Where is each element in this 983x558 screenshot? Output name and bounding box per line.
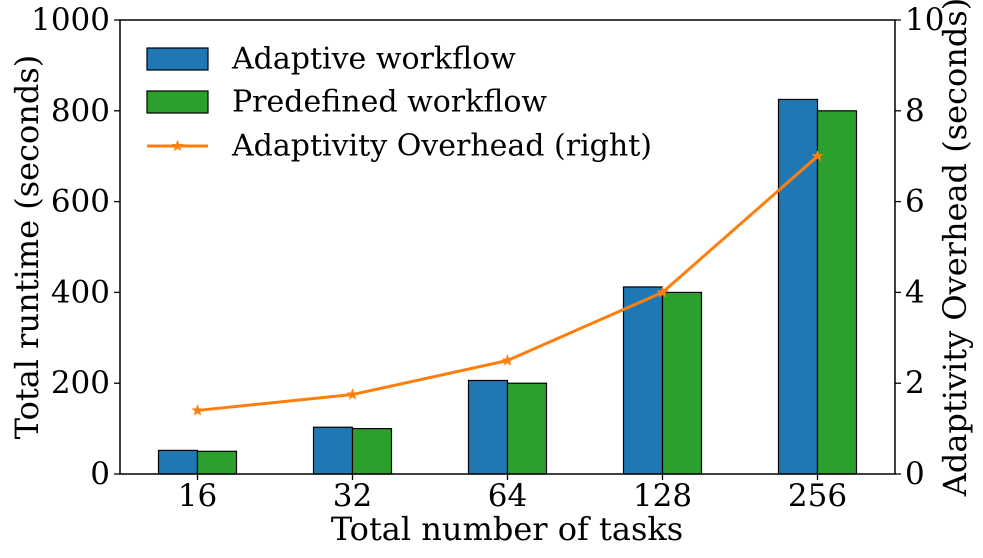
y-right-tick-label-10: 10	[905, 2, 944, 38]
bar-predefined-64	[506, 382, 548, 475]
overhead-point-256	[811, 149, 824, 162]
x-tick-label-32: 32	[333, 478, 372, 514]
y-left-tick-label-200: 200	[51, 365, 110, 401]
bar-predefined-32	[351, 428, 393, 475]
x-axis-ticks: 16 32 64 128 256	[178, 474, 847, 514]
y-right-tick-label-4: 4	[905, 274, 925, 310]
x-tick-label-256: 256	[788, 478, 847, 514]
legend-label-overhead: Adaptivity Overhead (right)	[231, 129, 652, 164]
bar-adaptive-32	[312, 426, 354, 475]
bar-adaptive-256	[777, 98, 819, 475]
y-left-tick-label-400: 400	[51, 274, 110, 310]
bar-predefined-128	[661, 291, 703, 475]
legend-swatch-predefined	[146, 90, 209, 114]
legend-swatch-adaptive	[146, 47, 209, 71]
y-axis-left-ticks: 0 200 400 600 800 1000	[31, 2, 120, 492]
x-tick-label-128: 128	[633, 478, 692, 514]
y-right-tick-label-2: 2	[905, 365, 925, 401]
bar-predefined-256	[816, 110, 858, 475]
y-left-tick-label-600: 600	[51, 184, 110, 220]
overhead-point-64	[501, 354, 514, 366]
bar-adaptive-16	[157, 449, 199, 475]
y-left-tick-label-0: 0	[90, 456, 110, 492]
y-axis-right-label: Adaptivity Overhead (seconds)	[936, 0, 974, 497]
overhead-line	[197, 155, 819, 412]
x-tick-label-16: 16	[178, 478, 217, 514]
overhead-point-32	[346, 388, 359, 400]
bar-adaptive-64	[467, 379, 509, 475]
x-tick-label-64: 64	[488, 478, 527, 514]
y-right-tick-label-6: 6	[905, 184, 925, 220]
y-left-tick-label-800: 800	[51, 93, 110, 129]
legend: Adaptive workflow Predefined workflow Adap…	[146, 42, 652, 164]
y-axis-right-ticks: 0 2 4 6 8 10	[895, 2, 944, 492]
overhead-point-16	[191, 404, 204, 416]
bar-adaptive-128	[622, 286, 664, 475]
y-right-tick-label-0: 0	[905, 456, 925, 492]
legend-swatch-overhead-marker	[171, 139, 184, 152]
overhead-point-128	[656, 286, 669, 298]
bar-predefined-16	[196, 450, 238, 475]
y-right-tick-label-8: 8	[905, 93, 925, 129]
legend-label-predefined: Predefined workflow	[232, 85, 547, 120]
y-left-tick-label-1000: 1000	[31, 2, 110, 38]
x-axis-label: Total number of tasks	[331, 510, 683, 548]
y-axis-left-label: Total runtime (seconds)	[8, 55, 46, 440]
legend-label-adaptive: Adaptive workflow	[231, 42, 516, 77]
overhead-line-layer	[191, 149, 824, 416]
